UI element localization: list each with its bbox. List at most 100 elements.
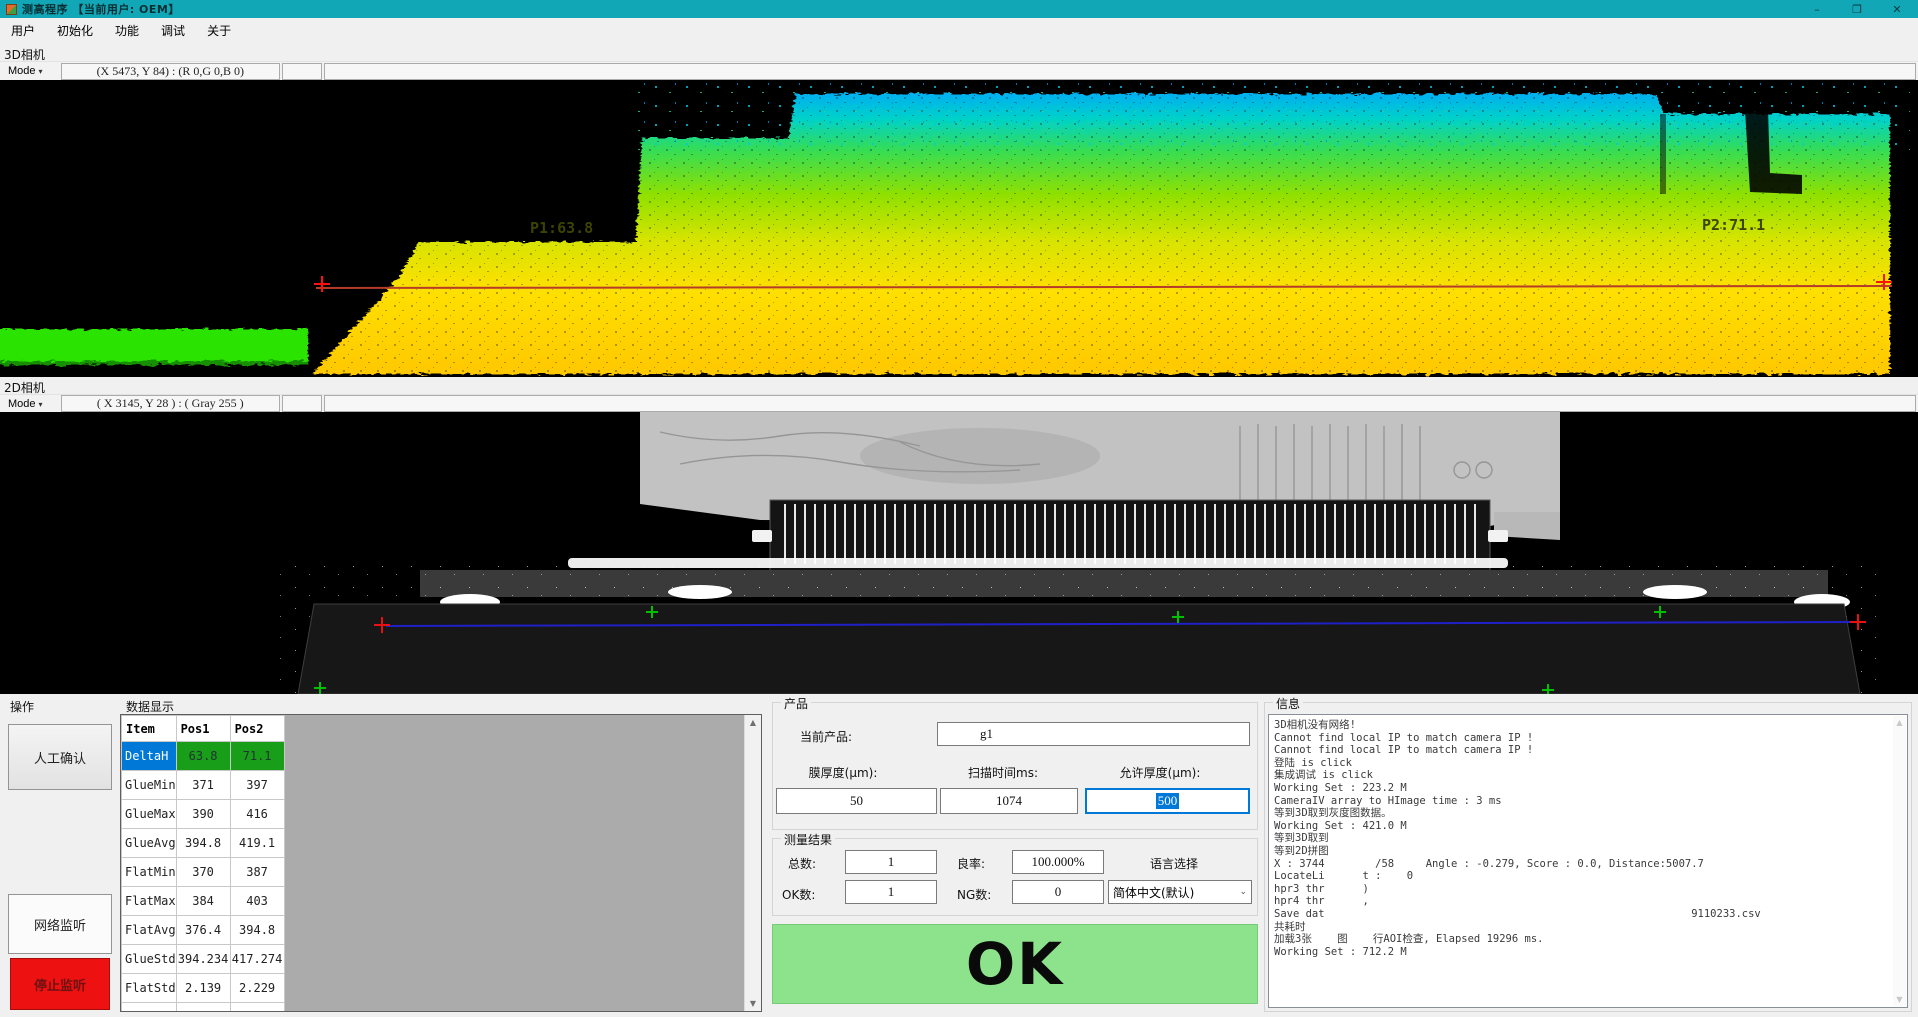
language-select[interactable]: 简体中文(默认) ⌄ bbox=[1108, 880, 1252, 904]
allow-thickness-input[interactable]: 500 bbox=[1085, 788, 1250, 814]
close-icon[interactable]: ✕ bbox=[1892, 2, 1902, 16]
ng-count-input[interactable]: 0 bbox=[1012, 880, 1104, 904]
cell-item[interactable]: FlatMin bbox=[121, 857, 177, 887]
table-row[interactable]: FlatStd 2.139 2.229 bbox=[121, 973, 285, 1003]
col-item[interactable]: Item bbox=[121, 715, 177, 742]
cell-item[interactable]: GlueMax bbox=[121, 799, 177, 829]
camera3d-label: 3D相机 bbox=[4, 48, 45, 62]
table-row[interactable]: GlueMax 390 416 bbox=[121, 799, 285, 829]
camera3d-view[interactable]: P1:63.8 P2:71.1 bbox=[0, 80, 1918, 377]
scroll-up-icon[interactable]: ▲ bbox=[1896, 718, 1903, 727]
cell-item[interactable]: FlatMax bbox=[121, 886, 177, 916]
camera2d-mode-bar: Mode ▾ ( X 3145, Y 28 ) : ( Gray 255 ) bbox=[0, 394, 1918, 412]
manual-confirm-button[interactable]: 人工确认 bbox=[8, 724, 112, 790]
cell-pos1[interactable]: 394.8 bbox=[175, 828, 231, 858]
cell-pos2[interactable]: 397 bbox=[229, 770, 285, 800]
cell-pos1[interactable]: 2.139 bbox=[175, 973, 231, 1003]
cell-pos1[interactable]: 63.8 bbox=[175, 741, 231, 771]
cell-item[interactable]: DeltaH bbox=[121, 741, 177, 771]
table-row[interactable]: FlatMin 370 387 bbox=[121, 857, 285, 887]
minimize-icon[interactable]: – bbox=[1814, 2, 1820, 16]
scan-time-input[interactable]: 1074 bbox=[940, 788, 1078, 814]
cell-pos1[interactable]: 370 bbox=[175, 857, 231, 887]
table-row[interactable]: FlatMax 384 403 bbox=[121, 886, 285, 916]
cell-pos1[interactable]: 394.234 bbox=[175, 944, 231, 974]
total-input[interactable]: 1 bbox=[845, 850, 937, 874]
col-pos2[interactable]: Pos2 bbox=[229, 715, 285, 742]
yield-label: 良率: bbox=[957, 857, 986, 871]
product-title: 产品 bbox=[781, 695, 812, 712]
camera2d-view[interactable] bbox=[0, 412, 1918, 694]
maximize-icon[interactable]: ❐ bbox=[1852, 2, 1862, 16]
menu-bar: 用户 初始化 功能 调试 关于 bbox=[0, 18, 1918, 44]
camera3d-pixel-readout: (X 5473, Y 84) : (R 0,G 0,B 0) bbox=[60, 62, 281, 80]
menu-item-function[interactable]: 功能 bbox=[115, 24, 140, 38]
table-row[interactable]: GlueAvg 394.8 419.1 bbox=[121, 828, 285, 858]
cell-item[interactable]: GlueStd bbox=[121, 944, 177, 974]
info-title: 信息 bbox=[1273, 695, 1304, 712]
cell-item[interactable]: FlatStd bbox=[121, 973, 177, 1003]
table-row[interactable]: GlueStd 394.234 417.274 bbox=[121, 944, 285, 974]
log-line: LocateLi t : 0 bbox=[1274, 870, 1414, 883]
p1-value-label: P1:63.8 bbox=[530, 219, 593, 237]
cell-pos1[interactable]: 2583.5 bbox=[175, 1002, 231, 1011]
scroll-up-icon[interactable]: ▲ bbox=[749, 718, 757, 727]
cell-pos2[interactable]: 387 bbox=[229, 857, 285, 887]
network-listen-button[interactable]: 网络监听 bbox=[8, 894, 112, 954]
cell-pos2[interactable]: 2.229 bbox=[229, 973, 285, 1003]
log-line: X : 3744 /58 Angle : -0.279, Score : 0.0… bbox=[1274, 857, 1704, 870]
cell-pos2[interactable]: 7966.7 bbox=[229, 1002, 285, 1011]
measurement-table: Item Pos1 Pos2 DeltaH 63.8 71.1 GlueMin … bbox=[121, 715, 285, 1011]
ok-count-input[interactable]: 1 bbox=[845, 880, 937, 904]
align-line bbox=[385, 621, 1855, 627]
allow-thickness-label: 允许厚度(μm): bbox=[1119, 766, 1201, 780]
log-line: Working Set : 421.0 M bbox=[1274, 819, 1407, 832]
cell-item[interactable]: GlueMin bbox=[121, 770, 177, 800]
cell-pos2[interactable]: 416 bbox=[229, 799, 285, 829]
data-grid: Item Pos1 Pos2 DeltaH 63.8 71.1 GlueMin … bbox=[120, 714, 762, 1012]
table-row[interactable]: X 2583.5 7966.7 bbox=[121, 1002, 285, 1011]
cell-item[interactable]: GlueAvg bbox=[121, 828, 177, 858]
menu-item-user[interactable]: 用户 bbox=[11, 24, 36, 38]
cell-pos2[interactable]: 417.274 bbox=[229, 944, 285, 974]
camera2d-status-seg2 bbox=[282, 395, 322, 412]
cell-item[interactable]: X bbox=[121, 1002, 177, 1011]
cell-pos1[interactable]: 376.4 bbox=[175, 915, 231, 945]
log-scrollbar[interactable]: ▲ ▼ bbox=[1893, 716, 1906, 1006]
table-row[interactable]: GlueMin 371 397 bbox=[121, 770, 285, 800]
menu-item-debug[interactable]: 调试 bbox=[161, 24, 186, 38]
yield-input[interactable]: 100.000% bbox=[1012, 850, 1104, 874]
cell-pos2[interactable]: 419.1 bbox=[229, 828, 285, 858]
scroll-down-icon[interactable]: ▼ bbox=[749, 999, 757, 1008]
chevron-down-icon: ▾ bbox=[38, 399, 43, 409]
col-pos1[interactable]: Pos1 bbox=[175, 715, 231, 742]
current-product-input[interactable]: g1 bbox=[937, 722, 1250, 746]
cell-pos1[interactable]: 390 bbox=[175, 799, 231, 829]
stop-listen-button[interactable]: 停止监听 bbox=[10, 958, 110, 1010]
camera3d-status-seg2 bbox=[282, 62, 322, 80]
log-line: hpr4 thr , bbox=[1274, 895, 1369, 908]
log-box[interactable]: 3D相机没有网络! Cannot find local IP to match … bbox=[1268, 714, 1908, 1008]
grid-scrollbar[interactable]: ▲ ▼ bbox=[744, 715, 761, 1011]
measure-line bbox=[315, 285, 1893, 289]
menu-item-init[interactable]: 初始化 bbox=[57, 24, 94, 38]
cell-pos2[interactable]: 403 bbox=[229, 886, 285, 916]
cell-item[interactable]: FlatAvg bbox=[121, 915, 177, 945]
log-line: Save dat 9110233.csv bbox=[1274, 907, 1761, 920]
table-row[interactable]: DeltaH 63.8 71.1 bbox=[121, 741, 285, 771]
app-icon bbox=[6, 3, 17, 15]
scroll-down-icon[interactable]: ▼ bbox=[1896, 995, 1903, 1004]
log-line: 等到3D取到 bbox=[1274, 832, 1329, 845]
log-line: Cannot find local IP to match camera IP … bbox=[1274, 731, 1534, 744]
table-row[interactable]: FlatAvg 376.4 394.8 bbox=[121, 915, 285, 945]
cell-pos1[interactable]: 384 bbox=[175, 886, 231, 916]
result-status-banner: OK bbox=[772, 924, 1258, 1004]
cell-pos1[interactable]: 371 bbox=[175, 770, 231, 800]
film-thickness-input[interactable]: 50 bbox=[776, 788, 937, 814]
cell-pos2[interactable]: 394.8 bbox=[229, 915, 285, 945]
log-line: hpr3 thr ) bbox=[1274, 882, 1369, 895]
menu-item-about[interactable]: 关于 bbox=[207, 24, 232, 38]
cell-pos2[interactable]: 71.1 bbox=[229, 741, 285, 771]
camera2d-mode-button[interactable]: Mode ▾ bbox=[8, 397, 43, 410]
camera3d-mode-button[interactable]: Mode ▾ bbox=[8, 65, 43, 77]
